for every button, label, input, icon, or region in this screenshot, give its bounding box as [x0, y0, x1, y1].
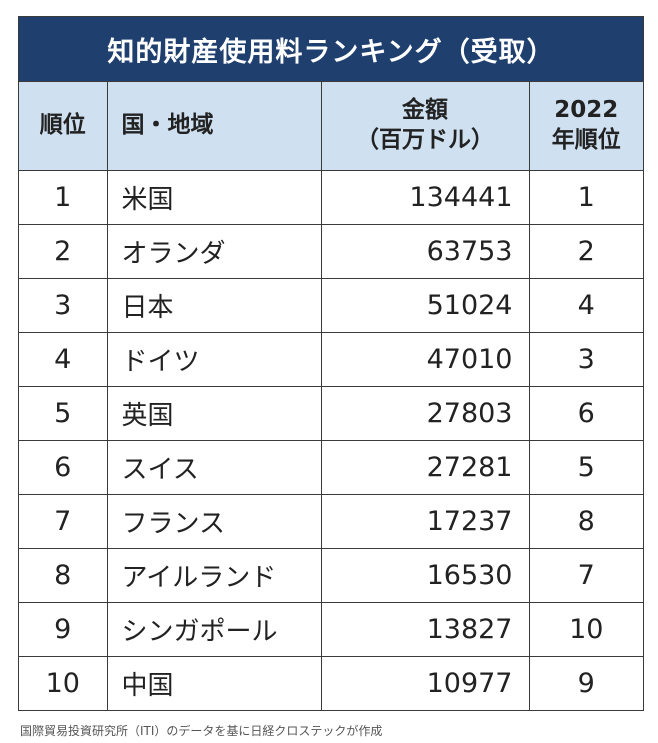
- header-prev-rank: 2022 年順位: [529, 82, 643, 171]
- cell-prev-rank: 5: [529, 440, 643, 495]
- table-row: 10 中国 10977 9: [19, 656, 643, 710]
- cell-country: ドイツ: [107, 332, 322, 387]
- cell-rank: 10: [19, 656, 108, 710]
- cell-rank: 2: [19, 224, 108, 279]
- cell-prev-rank: 7: [529, 548, 643, 603]
- cell-rank: 6: [19, 440, 108, 495]
- cell-country: スイス: [107, 440, 322, 495]
- table-row: 3 日本 51024 4: [19, 278, 643, 333]
- cell-prev-rank: 1: [529, 170, 643, 225]
- cell-rank: 1: [19, 170, 108, 225]
- ranking-table: 順位 国・地域 金額 （百万ドル） 2022 年順位 1 米国 134441 1: [19, 82, 643, 710]
- cell-prev-rank: 8: [529, 494, 643, 549]
- cell-rank: 7: [19, 494, 108, 549]
- table-row: 7 フランス 17237 8: [19, 494, 643, 549]
- table-row: 4 ドイツ 47010 3: [19, 332, 643, 387]
- cell-prev-rank: 3: [529, 332, 643, 387]
- cell-rank: 4: [19, 332, 108, 387]
- cell-prev-rank: 2: [529, 224, 643, 279]
- cell-country: アイルランド: [107, 548, 322, 603]
- cell-amount: 13827: [321, 602, 530, 657]
- cell-amount: 51024: [321, 278, 530, 333]
- table-row: 8 アイルランド 16530 7: [19, 548, 643, 603]
- header-prev-line1: 2022: [554, 97, 619, 124]
- header-country: 国・地域: [107, 82, 322, 171]
- cell-prev-rank: 9: [577, 668, 595, 699]
- cell-country: オランダ: [107, 224, 322, 279]
- cell-prev-rank: 4: [529, 278, 643, 333]
- header-amount-line1: 金額: [402, 97, 448, 124]
- cell-amount: 47010: [321, 332, 530, 387]
- cell-amount: 63753: [321, 224, 530, 279]
- cell-amount: 27281: [321, 440, 530, 495]
- cell-country: 中国: [107, 656, 322, 710]
- source-caption: 国際貿易投資研究所（ITI）のデータを基に日経クロステックが作成: [20, 724, 383, 738]
- cell-country: 日本: [107, 278, 322, 333]
- table-row: 6 スイス 27281 5: [19, 440, 643, 495]
- cell-country: 米国: [107, 170, 322, 225]
- cell-amount: 16530: [321, 548, 530, 603]
- cell-prev-rank: 10: [529, 602, 643, 657]
- cell-prev-rank: 6: [529, 386, 643, 441]
- table-row: 1 米国 134441 1: [19, 170, 643, 225]
- cell-rank: 3: [19, 278, 108, 333]
- cell-amount: 17237: [321, 494, 530, 549]
- cell-rank: 8: [19, 548, 108, 603]
- header-row: 順位 国・地域 金額 （百万ドル） 2022 年順位: [19, 82, 643, 171]
- cell-amount: 10977: [321, 656, 530, 710]
- table-title: 知的財産使用料ランキング（受取）: [19, 17, 643, 82]
- cell-rank: 5: [19, 386, 108, 441]
- header-prev-line2: 年順位: [551, 127, 621, 153]
- header-rank: 順位: [19, 82, 108, 171]
- cell-country: フランス: [107, 494, 322, 549]
- cell-rank: 9: [19, 602, 108, 657]
- cell-country: 英国: [107, 386, 322, 441]
- cell-amount: 27803: [321, 386, 530, 441]
- table-row: 9 シンガポール 13827 10: [19, 602, 643, 657]
- cell-amount: 134441: [321, 170, 530, 225]
- header-amount-line2: （百万ドル）: [356, 127, 494, 153]
- ranking-table-container: 知的財産使用料ランキング（受取） 順位 国・地域 金額 （百万ドル） 2022 …: [18, 16, 644, 711]
- table-row: 2 オランダ 63753 2: [19, 224, 643, 279]
- table-row: 5 英国 27803 6: [19, 386, 643, 441]
- header-amount: 金額 （百万ドル）: [321, 82, 530, 171]
- cell-country: シンガポール: [107, 602, 322, 657]
